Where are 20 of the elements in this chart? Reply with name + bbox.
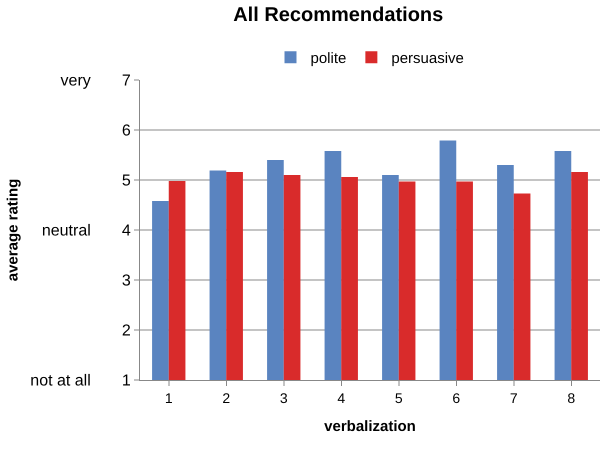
x-tick-label: 3 [280, 390, 288, 406]
x-tick-label: 4 [337, 390, 346, 406]
y-tick-label: 6 [122, 122, 131, 140]
legend-label: polite [310, 50, 346, 68]
x-tick-label: 6 [452, 390, 460, 406]
y-axis-title: average rating [4, 178, 22, 282]
x-tick-label: 1 [164, 390, 173, 406]
y-tick-label: very 7 [60, 72, 131, 90]
x-tick-label: 5 [394, 390, 403, 406]
y-tick-label: not at all 1 [30, 372, 131, 390]
x-axis-title: verbalization [324, 418, 416, 435]
y-tick-label: 3 [122, 272, 131, 290]
y-tick-label: neutral 4 [42, 222, 131, 240]
x-tick-label: 7 [510, 390, 518, 406]
chart-title: All Recommendations [233, 4, 444, 26]
x-tick-label: 8 [567, 390, 576, 406]
x-tick-label: 2 [222, 390, 230, 406]
y-tick-label: 2 [122, 322, 131, 340]
y-tick-label: 5 [122, 172, 131, 190]
legend-label: persuasive [391, 50, 464, 68]
